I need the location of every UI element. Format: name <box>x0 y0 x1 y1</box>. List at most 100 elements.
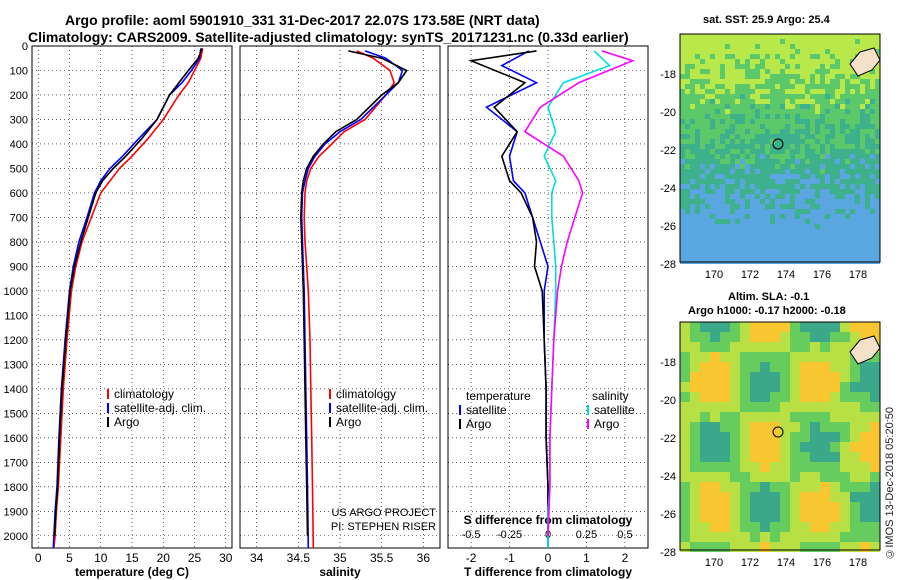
map-pixel <box>835 109 840 114</box>
map-pixel <box>710 84 715 89</box>
map-pixel <box>870 44 875 49</box>
map-pixel <box>695 144 700 149</box>
map-pixel <box>820 382 830 392</box>
map-pixel <box>810 114 815 119</box>
map-pixel <box>805 194 810 199</box>
map-pixel <box>850 392 860 402</box>
map-pixel <box>835 124 840 129</box>
map-pixel <box>820 229 825 234</box>
map-pixel <box>830 382 840 392</box>
map-pixel <box>855 104 860 109</box>
map-pixel <box>725 124 730 129</box>
map-pixel <box>820 119 825 124</box>
map-pixel <box>685 259 690 264</box>
map-pixel <box>795 89 800 94</box>
map-pixel <box>755 239 760 244</box>
map-pixel <box>820 392 830 402</box>
map-pixel <box>830 422 840 432</box>
map-pixel <box>695 44 700 49</box>
map-pixel <box>790 412 800 422</box>
map-pixel <box>720 79 725 84</box>
map-pixel <box>740 194 745 199</box>
x2-tick-label: 0.5 <box>617 529 632 541</box>
map-pixel <box>830 189 835 194</box>
map-pixel <box>830 219 835 224</box>
map-pixel <box>845 79 850 84</box>
map-pixel <box>860 104 865 109</box>
map-pixel <box>855 139 860 144</box>
map-pixel <box>750 39 755 44</box>
map-pixel <box>850 204 855 209</box>
map-pixel <box>860 74 865 79</box>
map-pixel <box>740 214 745 219</box>
map-pixel <box>750 204 755 209</box>
map-pixel <box>700 64 705 69</box>
map-pixel <box>760 179 765 184</box>
map-pixel <box>840 214 845 219</box>
map-pixel <box>735 139 740 144</box>
map-pixel <box>775 114 780 119</box>
map-pixel <box>705 94 710 99</box>
map-pixel <box>860 224 865 229</box>
map-pixel <box>805 219 810 224</box>
map-pixel <box>840 259 845 264</box>
map-pixel <box>775 214 780 219</box>
map-pixel <box>855 49 860 54</box>
map-pixel <box>720 99 725 104</box>
map-pixel <box>730 154 735 159</box>
map-pixel <box>850 432 860 442</box>
map-pixel <box>755 104 760 109</box>
map-pixel <box>765 149 770 154</box>
series-line-1-1 <box>300 50 404 549</box>
map-pixel <box>720 482 730 492</box>
map-pixel <box>725 54 730 59</box>
map-pixel <box>765 229 770 234</box>
map-pixel <box>850 154 855 159</box>
map-pixel <box>815 184 820 189</box>
map-pixel <box>820 402 830 412</box>
map-pixel <box>770 159 775 164</box>
map-pixel <box>745 59 750 64</box>
map-pixel <box>770 224 775 229</box>
map-lon-label: 176 <box>813 269 831 281</box>
map-pixel <box>760 422 770 432</box>
map-pixel <box>750 372 760 382</box>
map-pixel <box>865 114 870 119</box>
map-pixel <box>760 194 765 199</box>
map-lat-label: -24 <box>660 471 676 483</box>
map-pixel <box>720 332 730 342</box>
map-pixel <box>850 542 860 552</box>
map-pixel <box>730 259 735 264</box>
map-pixel <box>825 184 830 189</box>
map-pixel <box>770 402 780 412</box>
map-pixel <box>730 432 740 442</box>
map-pixel <box>805 234 810 239</box>
map-pixel <box>770 392 780 402</box>
map-pixel <box>725 119 730 124</box>
map-pixel <box>760 322 770 332</box>
map-pixel <box>745 79 750 84</box>
map-pixel <box>720 204 725 209</box>
map-pixel <box>770 239 775 244</box>
map-pixel <box>765 239 770 244</box>
map-pixel <box>830 362 840 372</box>
map-pixel <box>775 74 780 79</box>
map-pixel <box>865 34 870 39</box>
map-pixel <box>825 94 830 99</box>
map-pixel <box>715 254 720 259</box>
map-pixel <box>700 224 705 229</box>
map-pixel <box>710 542 720 552</box>
map-pixel <box>805 169 810 174</box>
map-pixel <box>690 94 695 99</box>
map-pixel <box>725 244 730 249</box>
map-pixel <box>790 362 800 372</box>
map-pixel <box>825 39 830 44</box>
map-pixel <box>860 482 870 492</box>
map-pixel <box>870 84 875 89</box>
map-pixel <box>765 174 770 179</box>
map-pixel <box>815 54 820 59</box>
map-pixel <box>795 259 800 264</box>
map-pixel <box>725 254 730 259</box>
map-pixel <box>720 472 730 482</box>
map-lat-label: -20 <box>660 395 676 407</box>
